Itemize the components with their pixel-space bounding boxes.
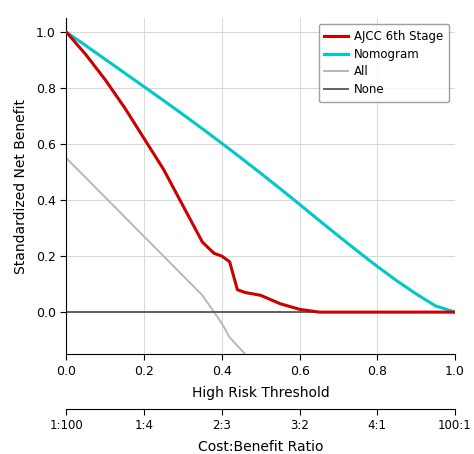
X-axis label: Cost:Benefit Ratio: Cost:Benefit Ratio xyxy=(198,440,323,454)
X-axis label: High Risk Threshold: High Risk Threshold xyxy=(192,386,329,400)
Legend: AJCC 6th Stage, Nomogram, All, None: AJCC 6th Stage, Nomogram, All, None xyxy=(319,24,449,102)
Y-axis label: Standardized Net Benefit: Standardized Net Benefit xyxy=(14,99,27,274)
